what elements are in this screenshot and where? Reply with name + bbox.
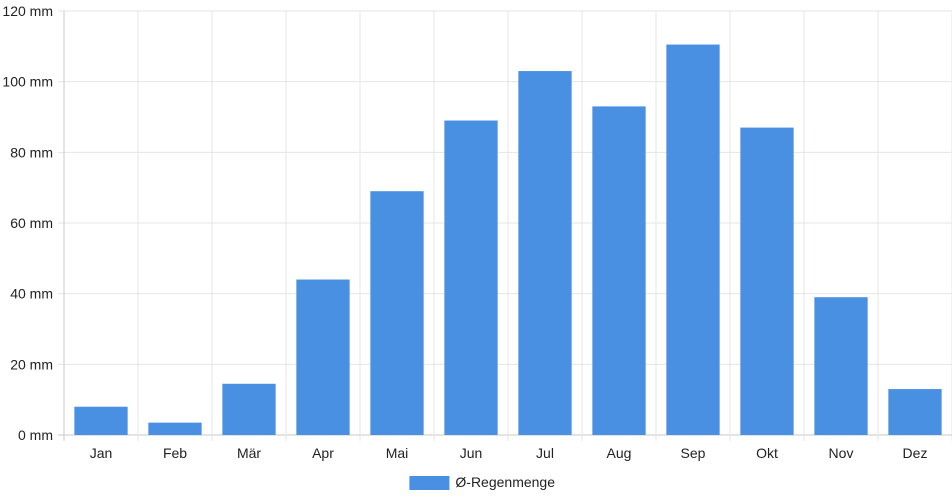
y-tick-label: 60 mm [10, 215, 53, 231]
x-tick-label: Nov [829, 445, 854, 461]
y-tick-label: 0 mm [18, 427, 53, 443]
bar-aug[interactable] [592, 106, 646, 436]
axis-layer: 0 mm 20 mm 40 mm 60 mm 80 mm 100 mm 120 mm Jan F… [2, 3, 927, 461]
y-tick-label: 100 mm [2, 74, 53, 90]
bar-jun[interactable] [444, 120, 498, 436]
bar-jan[interactable] [74, 406, 128, 435]
bar-okt[interactable] [740, 127, 794, 435]
x-tick-label: Okt [756, 445, 778, 461]
bar-jul[interactable] [518, 71, 572, 436]
bar-apr[interactable] [296, 279, 350, 435]
y-tick-label: 120 mm [2, 3, 53, 19]
y-tick-label: 20 mm [10, 356, 53, 372]
x-tick-label: Mär [237, 445, 261, 461]
x-tick-label: Apr [312, 445, 334, 461]
y-tick-label: 40 mm [10, 286, 53, 302]
bars-layer [74, 44, 942, 436]
x-tick-label: Dez [903, 445, 928, 461]
x-tick-label: Jun [460, 445, 483, 461]
y-tick-label: 80 mm [10, 144, 53, 160]
grid-layer [58, 10, 952, 441]
x-tick-label: Jan [90, 445, 113, 461]
bar-sep[interactable] [666, 44, 720, 436]
legend[interactable]: Ø-Regenmenge [409, 474, 555, 490]
legend-label: Ø-Regenmenge [455, 474, 555, 490]
bar-mai[interactable] [370, 191, 424, 435]
x-tick-label: Jul [536, 445, 554, 461]
x-tick-label: Mai [386, 445, 409, 461]
legend-swatch [409, 476, 450, 490]
bar-nov[interactable] [814, 297, 868, 435]
x-tick-label: Feb [163, 445, 187, 461]
bar-dez[interactable] [888, 389, 942, 435]
x-tick-label: Aug [607, 445, 632, 461]
x-tick-label: Sep [681, 445, 706, 461]
bar-feb[interactable] [148, 422, 202, 435]
bar-mär[interactable] [222, 383, 276, 435]
